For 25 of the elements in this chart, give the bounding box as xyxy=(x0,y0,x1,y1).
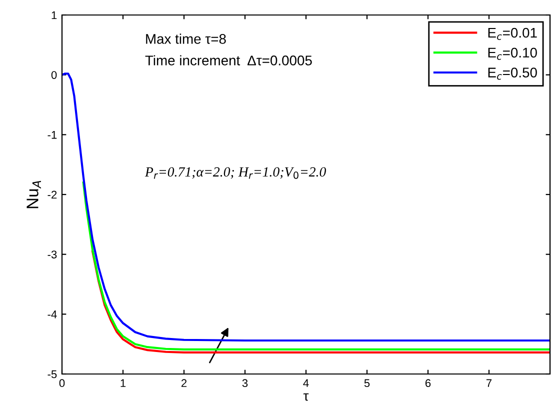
annotation: Time increment Δτ=0.0005 xyxy=(145,55,312,66)
x-tick-label: 0 xyxy=(59,379,65,388)
x-tick-label: 1 xyxy=(120,379,126,387)
x-tick-label: 5 xyxy=(364,379,370,388)
y-tick-label: -2 xyxy=(48,190,57,199)
line-series xyxy=(91,250,550,354)
y-tick-label: -5 xyxy=(48,370,57,378)
x-tick-label: 7 xyxy=(486,379,492,387)
x-tick-label: 2 xyxy=(181,379,187,387)
y-tick-label: -3 xyxy=(48,250,57,258)
legend-label: E$_{c}$=0.01 xyxy=(488,28,537,40)
y-axis-title: Nu$_{A}$ xyxy=(26,180,41,208)
x-tick-label: 3 xyxy=(242,379,248,388)
legend-label: E$_{c}$=0.10 xyxy=(488,48,537,60)
x-axis-title: τ xyxy=(303,393,309,401)
annotation: Max time τ=8 xyxy=(146,34,226,44)
y-tick-label: -4 xyxy=(48,310,57,318)
x-tick-label: 4 xyxy=(303,379,309,387)
x-tick-label: 6 xyxy=(425,379,431,388)
y-tick-label: 1 xyxy=(52,11,57,20)
y-tick-label: 0 xyxy=(51,71,57,79)
annotation: P$_{r}$=0.71;α=2.0; H$_{r}$=1.0;V$_{0}$=2.0 xyxy=(144,167,326,179)
y-tick-label: -1 xyxy=(48,131,57,139)
line-series xyxy=(82,181,550,351)
legend-label: E$_{c}$=0.50 xyxy=(488,68,537,80)
